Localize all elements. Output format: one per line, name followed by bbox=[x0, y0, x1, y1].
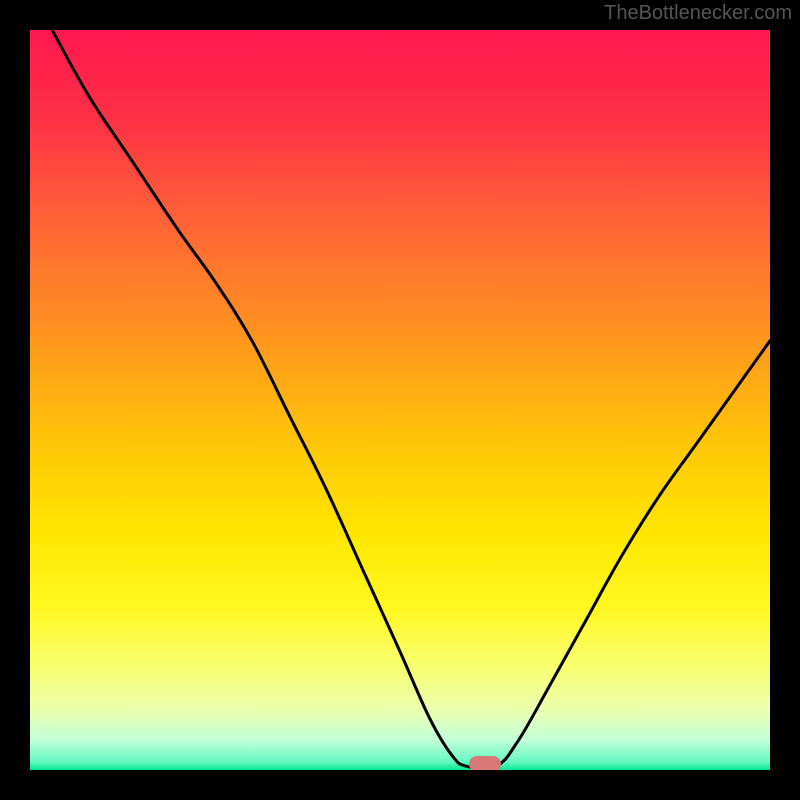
watermark-text: TheBottlenecker.com bbox=[604, 2, 792, 25]
chart-plot-area bbox=[30, 30, 770, 770]
bottleneck-curve bbox=[30, 30, 770, 770]
curve-path bbox=[52, 30, 770, 769]
optimal-point-marker bbox=[469, 756, 501, 770]
